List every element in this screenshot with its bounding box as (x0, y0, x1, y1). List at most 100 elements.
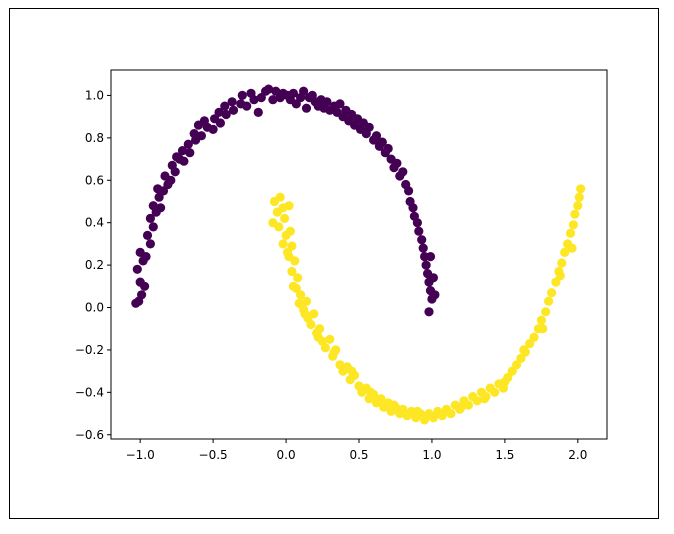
scatter-point (288, 281, 298, 291)
scatter-point (228, 105, 239, 115)
scatter-point (560, 247, 570, 257)
scatter-point (573, 201, 583, 211)
scatter-point (490, 387, 500, 397)
scatter-point (500, 377, 510, 387)
scatter-point (383, 143, 393, 154)
y-tick-label: 0.0 (85, 301, 104, 315)
scatter-point (414, 226, 424, 236)
scatter-point (404, 186, 414, 196)
scatter-point (538, 324, 548, 334)
scatter-point (132, 264, 142, 274)
x-tick-label: 1.0 (422, 448, 441, 462)
scatter-point (288, 88, 298, 98)
scatter-point (322, 97, 332, 107)
scatter-point (285, 226, 295, 236)
scatter-point (183, 139, 193, 149)
scatter-point (275, 192, 285, 202)
y-tick-label: 0.4 (85, 216, 104, 230)
scatter-point (364, 122, 374, 132)
scatter-point (214, 107, 224, 117)
scatter-point (463, 400, 473, 410)
scatter-point (313, 332, 323, 342)
scatter-point (335, 99, 345, 109)
y-tick-label: −0.2 (75, 343, 104, 357)
scatter-point (424, 307, 434, 317)
scatter-point (299, 86, 309, 96)
scatter-point (428, 273, 438, 283)
scatter-point (325, 334, 335, 344)
scatter-plot: −1.0 −0.5 0.0 0.5 1.0 1.5 2.0 −0.6 −0.4 −0.2 0.0 0… (75, 69, 608, 462)
scatter-point (274, 222, 284, 232)
scatter-point (557, 258, 567, 268)
scatter-point (167, 160, 177, 170)
scatter-point (446, 409, 456, 419)
scatter-point (371, 131, 382, 141)
scatter-point (555, 271, 565, 281)
scatter-point (158, 186, 169, 196)
scatter-point (376, 394, 386, 404)
y-tick-label: 1.0 (85, 88, 104, 102)
scatter-point (565, 228, 576, 238)
scatter-point (145, 213, 155, 223)
scatter-point (412, 218, 422, 228)
scatter-point (249, 95, 259, 105)
scatter-point (479, 394, 490, 404)
scatter-point (220, 101, 230, 111)
scatter-point (145, 239, 155, 249)
scatter-point (301, 103, 312, 113)
scatter-point (237, 90, 247, 100)
scatter-point (287, 241, 297, 251)
scatter-point (271, 86, 281, 96)
scatter-point (287, 266, 297, 277)
scatter-point (570, 209, 580, 219)
x-tick-label: 2.0 (568, 448, 587, 462)
scatter-point (166, 175, 176, 185)
scatter-point (280, 213, 290, 223)
scatter-point (179, 156, 189, 166)
scatter-point (425, 252, 436, 262)
scatter-point (141, 252, 151, 262)
scatter-point (215, 118, 225, 128)
x-tick-label: 0.0 (277, 448, 296, 462)
scatter-point (177, 146, 188, 156)
scatter-point (290, 256, 300, 266)
x-tick-label: −1.0 (126, 448, 155, 462)
scatter-point (568, 220, 579, 230)
scatter-point (140, 281, 150, 291)
y-axis: −0.6 −0.4 −0.2 0.0 0.2 0.4 0.6 0.8 1.0 (75, 88, 111, 442)
scatter-point (574, 192, 584, 202)
scatter-point (421, 260, 431, 270)
scatter-point (196, 131, 206, 141)
scatter-point (551, 277, 561, 287)
scatter-point (412, 406, 422, 416)
scatter-point (529, 332, 539, 342)
scatter-point (264, 84, 274, 94)
points-layer (131, 84, 586, 425)
scatter-point (282, 247, 293, 257)
scatter-point (567, 243, 577, 253)
scatter-point (418, 243, 428, 253)
scatter-point (576, 184, 586, 194)
scatter-point (296, 290, 306, 300)
scatter-point (208, 124, 218, 134)
scatter-point (472, 396, 482, 406)
scatter-point (519, 345, 529, 355)
y-tick-label: 0.6 (85, 173, 104, 187)
figure-frame: −1.0 −0.5 0.0 0.5 1.0 1.5 2.0 −0.6 −0.4 −0.2 0.0 0… (9, 8, 659, 519)
scatter-point (293, 273, 303, 283)
scatter-point (189, 129, 199, 139)
scatter-point (377, 137, 387, 147)
y-tick-label: 0.8 (85, 131, 104, 145)
scatter-point (541, 307, 551, 317)
y-tick-label: 0.2 (85, 258, 104, 272)
scatter-point (306, 319, 316, 330)
scatter-point (309, 309, 319, 319)
scatter-point (536, 315, 547, 325)
scatter-point (253, 107, 263, 117)
scatter-point (284, 201, 294, 211)
scatter-point (544, 296, 554, 306)
scatter-point (456, 402, 466, 412)
scatter-point (347, 366, 357, 376)
scatter-point (430, 290, 440, 300)
scatter-point (366, 387, 376, 397)
